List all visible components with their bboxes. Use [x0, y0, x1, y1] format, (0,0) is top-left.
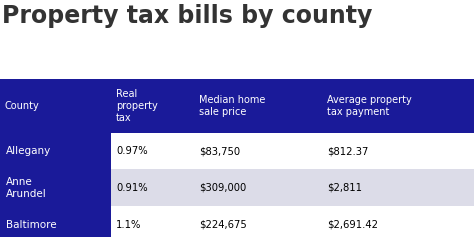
FancyBboxPatch shape: [0, 79, 474, 133]
FancyBboxPatch shape: [111, 133, 474, 169]
Text: $309,000: $309,000: [199, 183, 246, 193]
Text: County: County: [5, 101, 39, 111]
Text: Property tax bills by county: Property tax bills by county: [2, 4, 373, 27]
Text: Baltimore: Baltimore: [6, 219, 56, 230]
FancyBboxPatch shape: [0, 133, 111, 169]
Text: $2,691.42: $2,691.42: [327, 219, 378, 230]
Text: Average property
tax payment: Average property tax payment: [327, 95, 412, 117]
FancyBboxPatch shape: [0, 206, 111, 237]
FancyBboxPatch shape: [111, 169, 474, 206]
Text: 1.1%: 1.1%: [116, 219, 142, 230]
Text: $2,811: $2,811: [327, 183, 362, 193]
Text: 0.91%: 0.91%: [116, 183, 148, 193]
Text: $812.37: $812.37: [327, 146, 368, 156]
FancyBboxPatch shape: [111, 206, 474, 237]
Text: $83,750: $83,750: [199, 146, 240, 156]
Text: Allegany: Allegany: [6, 146, 51, 156]
FancyBboxPatch shape: [0, 169, 111, 206]
Text: Median home
sale price: Median home sale price: [199, 95, 265, 117]
Text: Anne
Arundel: Anne Arundel: [6, 177, 46, 199]
Text: Real
property
tax: Real property tax: [116, 89, 158, 123]
Text: 0.97%: 0.97%: [116, 146, 148, 156]
Text: $224,675: $224,675: [199, 219, 247, 230]
